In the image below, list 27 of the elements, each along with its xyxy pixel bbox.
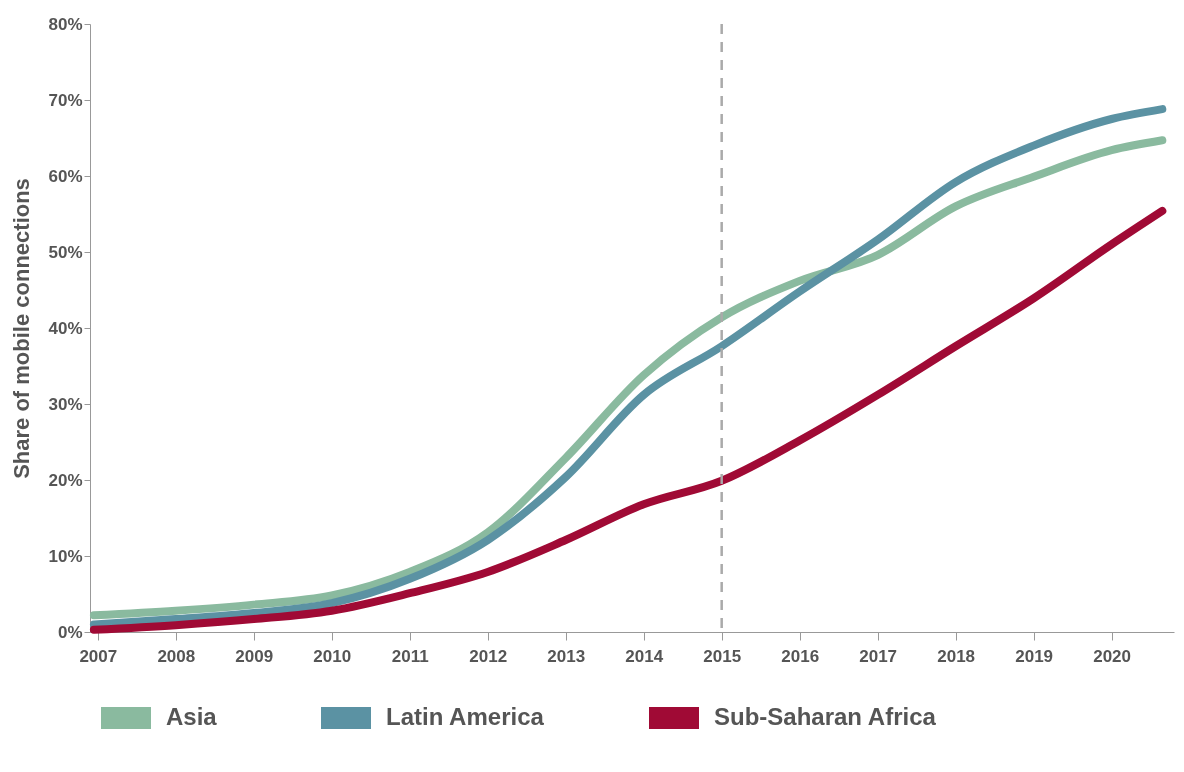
y-tick-label: 60% [48, 166, 83, 186]
x-tick-label: 2020 [1093, 646, 1132, 666]
x-tick-label: 2007 [79, 646, 118, 666]
x-tick-label: 2016 [781, 646, 820, 666]
x-tick-label: 2013 [547, 646, 586, 666]
y-tick-label: 70% [48, 90, 83, 110]
y-tick-label: 50% [48, 242, 83, 262]
x-tick-label: 2015 [703, 646, 742, 666]
y-tick-label: 30% [48, 394, 83, 414]
x-tick-label: 2011 [391, 646, 429, 666]
x-tick-label: 2012 [469, 646, 508, 666]
x-tick-label: 2014 [625, 646, 664, 666]
y-axis-title: Share of mobile connections [9, 178, 35, 479]
y-tick-label: 40% [48, 318, 83, 338]
x-tick-label: 2008 [157, 646, 196, 666]
y-tick-label: 0% [57, 622, 83, 642]
x-tick-label: 2009 [235, 646, 274, 666]
y-tick-label: 10% [48, 546, 83, 566]
legend-label: Latin America [386, 703, 545, 730]
y-tick-label: 80% [48, 14, 83, 34]
legend-label: Sub-Saharan Africa [714, 703, 937, 730]
y-tick-label: 20% [48, 470, 83, 490]
x-tick-label: 2018 [937, 646, 976, 666]
x-tick-label: 2019 [1015, 646, 1054, 666]
x-tick-label: 2017 [859, 646, 898, 666]
x-tick-label: 2010 [313, 646, 352, 666]
legend-label: Asia [166, 703, 218, 730]
